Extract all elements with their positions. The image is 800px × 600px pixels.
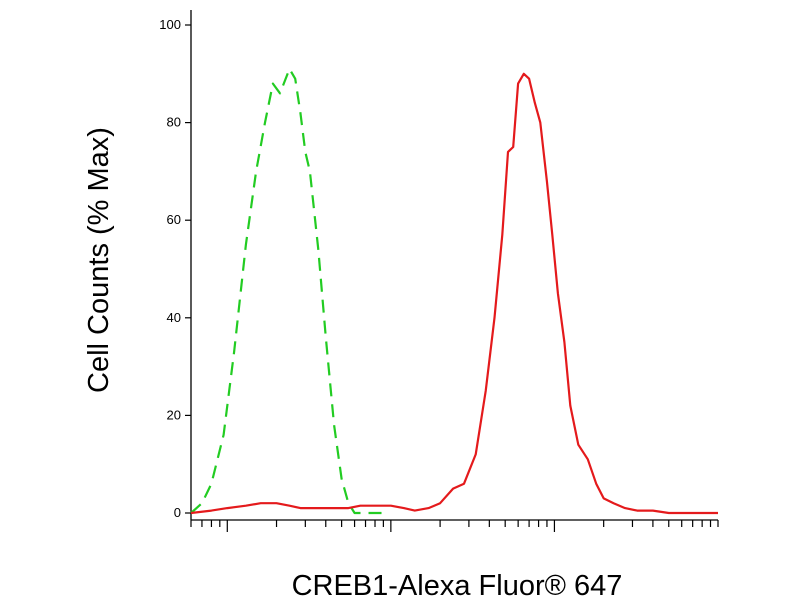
series-line-1 <box>190 67 388 515</box>
series-line-2 <box>190 72 718 515</box>
y-tick-label: 40 <box>167 310 181 325</box>
y-tick-label: 80 <box>167 115 181 130</box>
x-axis-title: CREB1-Alexa Fluor® 647 <box>292 570 623 600</box>
y-tick-label: 20 <box>167 407 181 422</box>
x-axis <box>190 519 719 532</box>
plot-area <box>190 67 718 515</box>
y-tick-label: 0 <box>174 505 181 520</box>
y-axis: 0 20 40 60 80 100 <box>159 10 192 520</box>
y-axis-title: Cell Counts (% Max) <box>83 127 115 393</box>
y-tick-label: 60 <box>167 212 181 227</box>
y-tick-label: 100 <box>159 17 181 32</box>
